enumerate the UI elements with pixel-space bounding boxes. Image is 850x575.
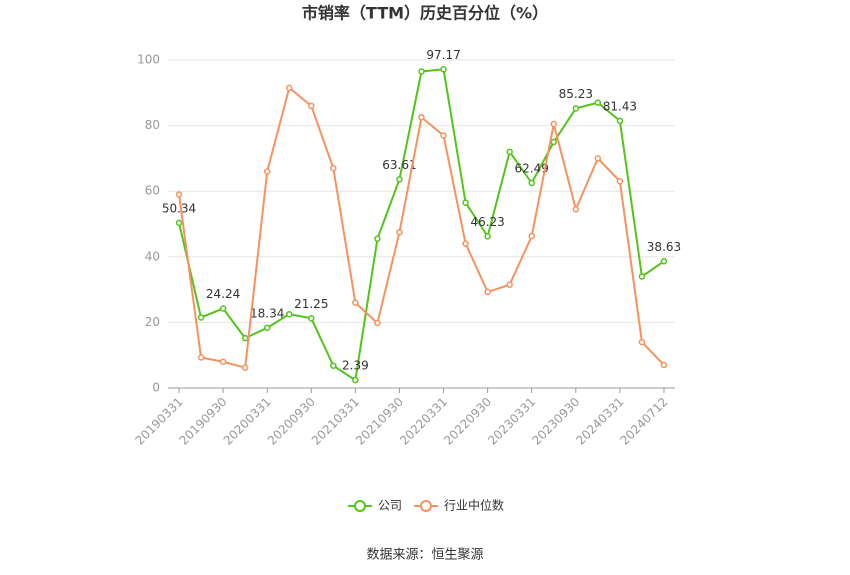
point <box>374 235 381 243</box>
legend-label: 行业中位数 <box>444 498 504 513</box>
data-label: 21.25 <box>294 297 328 311</box>
point <box>440 66 447 73</box>
point <box>594 155 602 162</box>
point <box>572 105 580 112</box>
point <box>330 164 337 172</box>
point <box>219 358 227 366</box>
point <box>572 205 580 213</box>
point <box>616 178 624 185</box>
legend-marker <box>354 500 366 512</box>
data-label: 18.34 <box>250 306 284 320</box>
point <box>616 117 624 125</box>
series-line <box>178 86 665 369</box>
point <box>638 273 646 280</box>
y-tick-label: 80 <box>145 118 160 132</box>
point <box>352 376 359 384</box>
point <box>528 232 535 240</box>
point <box>660 361 668 369</box>
point <box>330 362 337 369</box>
point <box>285 310 293 318</box>
data-label: 97.17 <box>426 48 460 62</box>
point <box>638 338 646 346</box>
point <box>418 68 425 75</box>
point <box>550 138 558 146</box>
point <box>594 99 602 106</box>
point <box>462 199 469 206</box>
data-label: 38.63 <box>647 240 681 254</box>
data-label: 63.61 <box>382 158 416 172</box>
point <box>308 102 315 110</box>
point <box>263 168 271 175</box>
y-tick-label: 20 <box>145 315 160 329</box>
data-label: 46.23 <box>470 215 504 229</box>
data-label: 24.24 <box>206 287 240 301</box>
point <box>175 191 183 198</box>
point <box>285 84 293 92</box>
point <box>484 233 491 240</box>
point <box>396 176 403 183</box>
data-label: 50.34 <box>162 201 196 215</box>
data-label: 62.49 <box>515 162 549 176</box>
data-label: 85.23 <box>559 87 593 101</box>
chart-title: 市销率（TTM）历史百分位（%） <box>302 4 548 23</box>
point <box>197 314 205 321</box>
point <box>418 114 425 121</box>
point <box>374 319 381 327</box>
point <box>528 179 535 187</box>
y-tick-label: 40 <box>145 249 160 263</box>
point <box>660 258 668 265</box>
point <box>241 334 249 342</box>
point <box>506 148 513 156</box>
y-tick-label: 60 <box>145 184 160 198</box>
point <box>175 219 183 227</box>
point <box>263 324 271 332</box>
point <box>484 288 491 296</box>
source: 数据来源：恒生聚源 <box>366 548 483 563</box>
y-tick-label: 100 <box>137 53 160 67</box>
point <box>440 132 447 139</box>
point <box>550 120 558 128</box>
y-tick-label: 0 <box>152 381 160 395</box>
data-label: 2.39 <box>342 359 369 373</box>
point <box>219 305 227 312</box>
point <box>352 299 359 306</box>
point <box>308 315 315 322</box>
legend-label: 公司 <box>378 499 402 513</box>
point <box>506 281 513 288</box>
legend-marker <box>420 500 433 512</box>
point <box>396 228 403 236</box>
point <box>197 354 205 361</box>
data-label: 81.43 <box>603 99 637 113</box>
point <box>241 364 249 371</box>
point <box>462 240 469 247</box>
x-tick-label: 20240712 <box>617 395 670 448</box>
